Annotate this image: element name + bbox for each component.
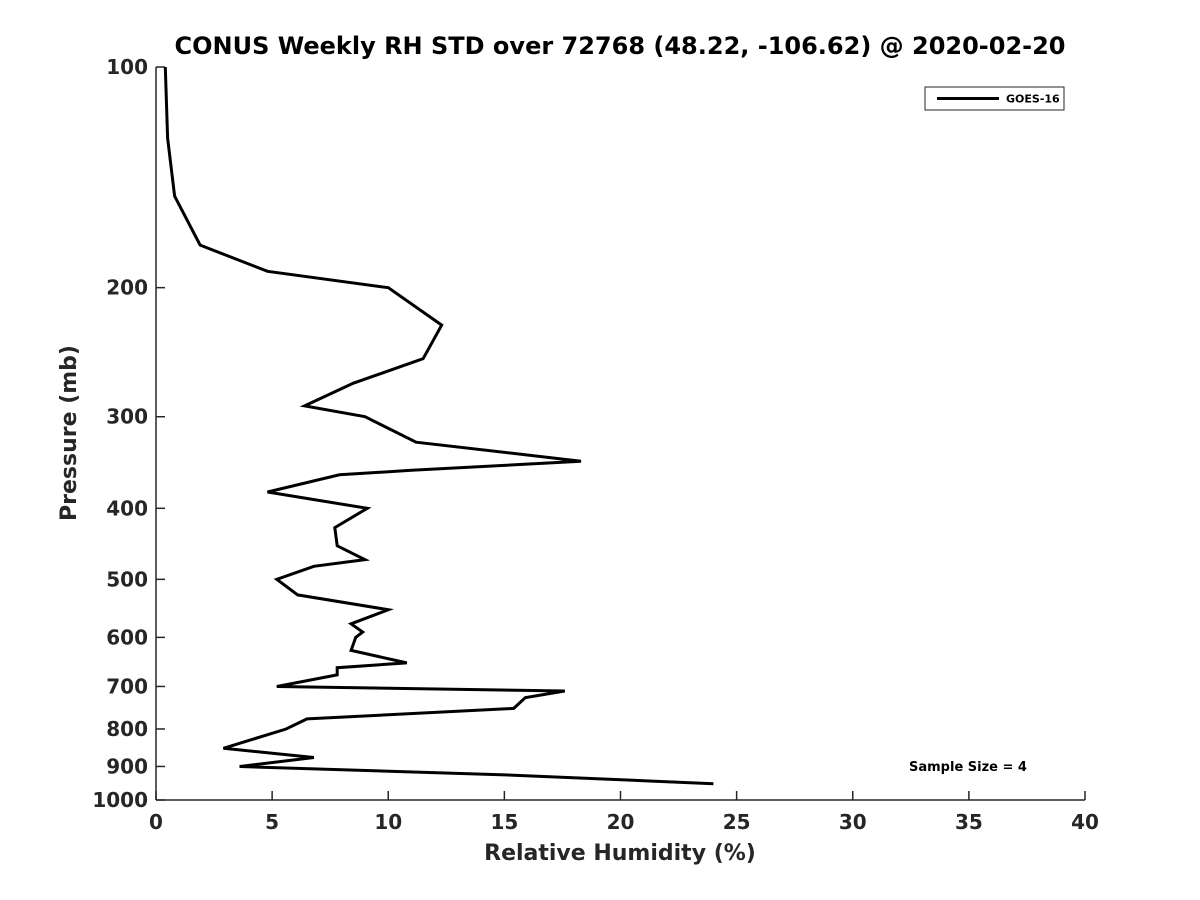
x-tick-label: 40 bbox=[1071, 810, 1099, 834]
series-group bbox=[163, 66, 714, 786]
plot-area bbox=[155, 67, 1085, 801]
chart-title: CONUS Weekly RH STD over 72768 (48.22, -… bbox=[174, 32, 1065, 60]
x-tick-label: 35 bbox=[955, 810, 983, 834]
x-tick-label: 10 bbox=[374, 810, 402, 834]
y-tick-label: 200 bbox=[106, 276, 148, 300]
legend: GOES-16 bbox=[924, 86, 1065, 111]
y-tick-label: 1000 bbox=[92, 788, 148, 812]
y-tick-label: 800 bbox=[106, 717, 148, 741]
x-tick-label: 25 bbox=[723, 810, 751, 834]
y-ticks: 100 200 300 400 500 600 700 800 900 1000 bbox=[92, 55, 165, 812]
x-tick-label: 0 bbox=[149, 810, 163, 834]
x-axis-label: Relative Humidity (%) bbox=[484, 841, 756, 866]
y-tick-label: 100 bbox=[106, 55, 148, 79]
x-ticks: 0 5 10 15 20 25 30 35 40 bbox=[149, 791, 1099, 834]
x-tick-label: 30 bbox=[839, 810, 867, 834]
x-tick-label: 5 bbox=[265, 810, 279, 834]
y-axis-label: Pressure (mb) bbox=[57, 345, 82, 521]
x-tick-label: 20 bbox=[607, 810, 635, 834]
legend-label-goes-16: GOES-16 bbox=[1006, 93, 1060, 106]
series-line-goes-16 bbox=[163, 66, 714, 786]
y-tick-label: 900 bbox=[106, 754, 148, 778]
y-tick-label: 600 bbox=[106, 625, 148, 649]
sample-size-annotation: Sample Size = 4 bbox=[909, 760, 1027, 775]
y-tick-label: 400 bbox=[106, 496, 148, 520]
y-tick-label: 700 bbox=[106, 674, 148, 698]
x-tick-label: 15 bbox=[490, 810, 518, 834]
y-tick-label: 300 bbox=[106, 405, 148, 429]
y-tick-label: 500 bbox=[106, 567, 148, 591]
